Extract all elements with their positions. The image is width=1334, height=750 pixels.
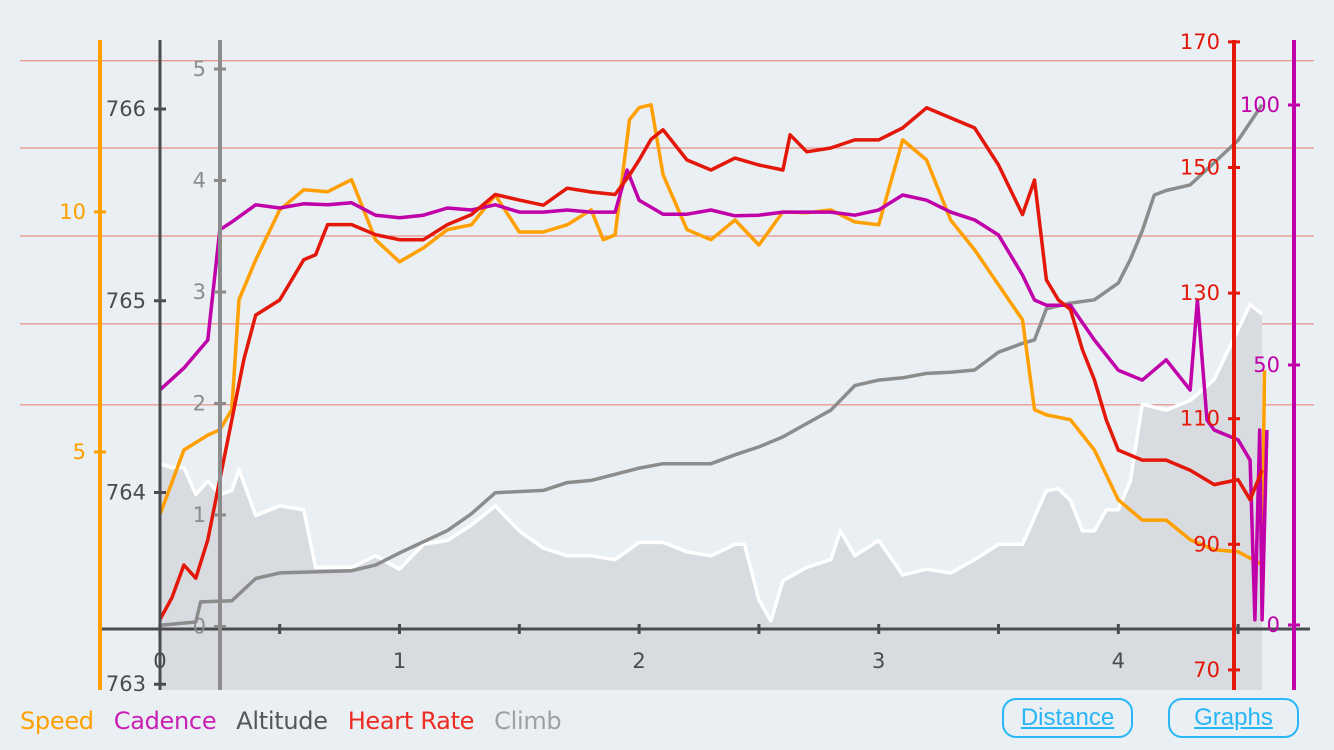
legend-cadence[interactable]: Cadence <box>113 707 217 735</box>
heart-rate-tick-label: 150 <box>1180 155 1220 179</box>
cadence-series-line <box>158 168 1269 622</box>
x-tick-label: 1 <box>393 649 406 673</box>
cadence-tick-label: 100 <box>1240 93 1280 117</box>
cadence-tick-label: 50 <box>1253 353 1280 377</box>
legend-speed[interactable]: Speed <box>20 707 94 735</box>
heart-rate-tick-label: 110 <box>1180 407 1220 431</box>
altitude-area-fill <box>159 304 1263 690</box>
x-tick-label: 2 <box>632 649 645 673</box>
heart-rate-tick-label: 90 <box>1193 532 1220 556</box>
legend-altitude[interactable]: Altitude <box>236 707 328 735</box>
heart-rate-tick-label: 170 <box>1180 30 1220 54</box>
altitude-tick-label: 764 <box>106 481 146 505</box>
legend-climb[interactable]: Climb <box>494 707 562 735</box>
climb-series-line <box>159 103 1264 628</box>
cadence-tick-label: 0 <box>1267 613 1280 637</box>
climb-tick-label: 0 <box>193 614 206 638</box>
graphs-button[interactable]: Graphs <box>1168 698 1299 738</box>
altitude-tick-label: 766 <box>106 97 146 121</box>
speed-tick-label: 5 <box>73 440 86 464</box>
altitude-tick-label: 765 <box>106 289 146 313</box>
climb-tick-label: 3 <box>193 280 206 304</box>
heart-rate-tick-label: 130 <box>1180 281 1220 305</box>
speed-tick-label: 10 <box>59 200 86 224</box>
altitude-series-line <box>159 302 1264 623</box>
x-tick-label: 4 <box>1112 649 1125 673</box>
climb-tick-label: 1 <box>193 503 206 527</box>
speed-series-line <box>158 103 1267 567</box>
heart-rate-tick-label: 70 <box>1193 658 1220 682</box>
climb-tick-label: 5 <box>193 57 206 81</box>
legend: Speed Cadence Altitude Heart Rate Climb <box>20 707 562 735</box>
multi-axis-chart: 0 1 2 3 4 5 10 763 764 765 766 0 1 2 3 4 5 70 90 110 130 150 1… <box>20 30 1314 696</box>
altitude-tick-label: 763 <box>106 672 146 696</box>
x-tick-label: 3 <box>872 649 885 673</box>
climb-tick-label: 4 <box>193 168 206 192</box>
distance-button[interactable]: Distance <box>1002 698 1133 738</box>
legend-heart-rate[interactable]: Heart Rate <box>347 707 475 735</box>
climb-tick-label: 2 <box>193 391 206 415</box>
heart-rate-series-line <box>158 106 1264 621</box>
